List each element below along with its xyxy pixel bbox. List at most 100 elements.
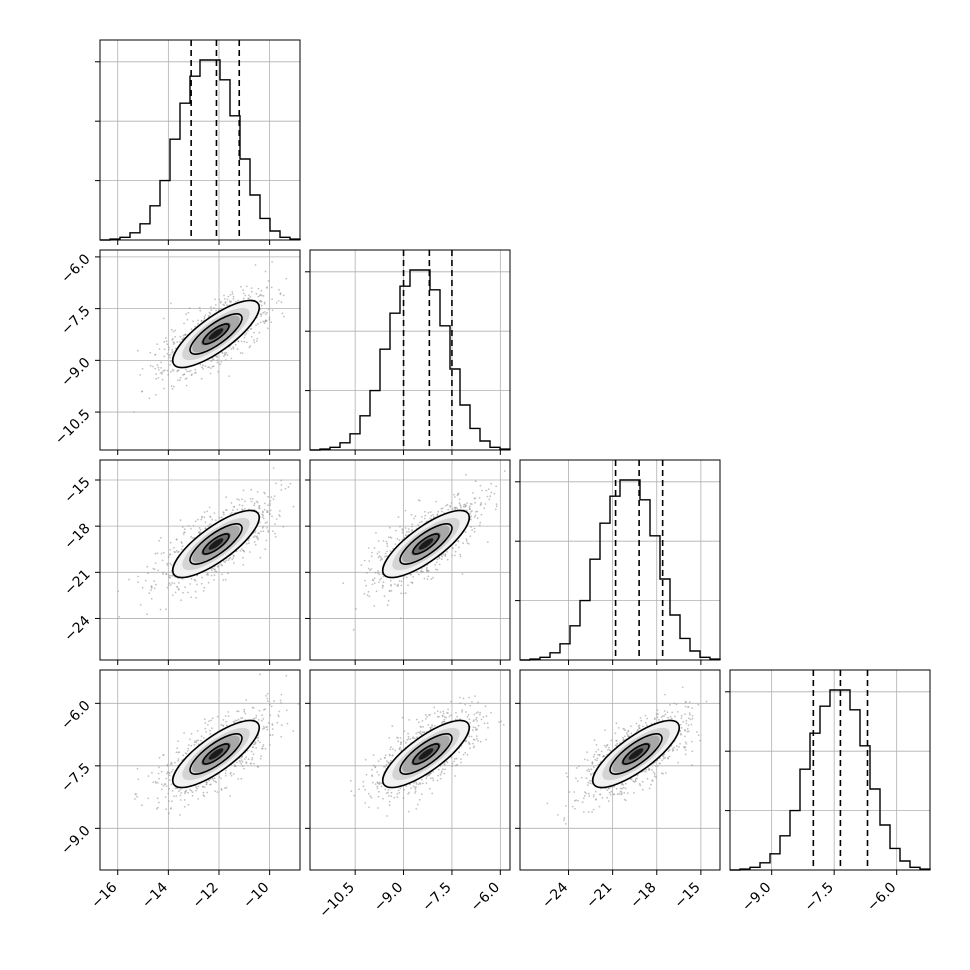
scatter-point bbox=[275, 482, 277, 485]
scatter-point bbox=[471, 701, 473, 703]
scatter-point bbox=[398, 539, 401, 541]
scatter-point bbox=[241, 765, 244, 767]
scatter-point bbox=[418, 731, 421, 734]
scatter-point bbox=[257, 719, 260, 721]
scatter-point bbox=[232, 295, 235, 298]
scatter-point bbox=[169, 356, 172, 359]
scatter-point bbox=[190, 527, 192, 530]
scatter-point bbox=[237, 299, 240, 302]
scatter-point bbox=[263, 311, 266, 313]
scatter-point bbox=[204, 365, 207, 368]
scatter-point bbox=[210, 309, 213, 311]
scatter-point bbox=[250, 500, 253, 503]
scatter-point bbox=[368, 560, 371, 562]
scatter-point bbox=[490, 482, 493, 485]
scatter-point bbox=[278, 514, 280, 516]
scatter-point bbox=[463, 504, 465, 506]
scatter-point bbox=[168, 812, 170, 815]
x-tick-label: −10 bbox=[240, 880, 272, 912]
scatter-point bbox=[168, 582, 171, 585]
scatter-point bbox=[197, 322, 199, 325]
scatter-point bbox=[244, 500, 246, 503]
scatter-point bbox=[479, 521, 482, 524]
scatter-point bbox=[203, 718, 206, 721]
scatter-point bbox=[144, 579, 147, 582]
scatter-point bbox=[486, 541, 489, 543]
histogram-step bbox=[310, 269, 511, 451]
scatter-point bbox=[229, 795, 231, 797]
scatter-point bbox=[404, 527, 407, 529]
scatter-point bbox=[433, 712, 436, 715]
scatter-point bbox=[231, 293, 234, 295]
scatter-point bbox=[498, 721, 500, 723]
scatter-point bbox=[267, 504, 269, 507]
scatter-point bbox=[590, 773, 592, 776]
scatter-point bbox=[175, 795, 178, 797]
scatter-point bbox=[473, 713, 476, 716]
scatter-point bbox=[407, 528, 410, 530]
scatter-point bbox=[418, 721, 420, 724]
scatter-point bbox=[169, 364, 172, 366]
scatter-point bbox=[424, 514, 427, 517]
scatter-point bbox=[245, 699, 248, 701]
scatter-point bbox=[480, 718, 483, 721]
scatter-point bbox=[167, 556, 170, 558]
contour-line bbox=[399, 523, 453, 565]
panel-frame bbox=[309, 459, 511, 661]
scatter-point bbox=[172, 343, 175, 345]
scatter-point bbox=[256, 737, 259, 740]
scatter-point bbox=[439, 773, 442, 776]
scatter-point bbox=[167, 584, 170, 586]
scatter-point bbox=[688, 717, 690, 720]
scatter-point bbox=[477, 740, 479, 742]
scatter-point bbox=[411, 525, 413, 528]
scatter-point bbox=[280, 724, 283, 726]
scatter-point bbox=[158, 801, 160, 804]
scatter-point bbox=[392, 547, 394, 550]
scatter-point bbox=[475, 712, 478, 714]
scatter-point bbox=[474, 480, 477, 483]
panel-frame bbox=[99, 249, 301, 451]
scatter-point bbox=[388, 526, 391, 529]
scatter-point bbox=[234, 343, 237, 346]
scatter-point bbox=[233, 555, 236, 557]
scatter-point bbox=[379, 559, 382, 561]
scatter-point bbox=[244, 712, 247, 715]
scatter-point bbox=[428, 787, 431, 790]
scatter-point bbox=[244, 507, 246, 510]
scatter-point bbox=[221, 351, 223, 354]
scatter-point bbox=[213, 777, 216, 780]
scatter-point bbox=[141, 367, 144, 370]
scatter-point bbox=[180, 599, 183, 602]
scatter-point bbox=[393, 583, 396, 585]
scatter-point bbox=[399, 525, 401, 528]
scatter-point bbox=[156, 807, 158, 810]
scatter-point bbox=[206, 510, 209, 513]
scatter-point bbox=[240, 340, 243, 343]
scatter-point bbox=[408, 719, 411, 721]
scatter-point bbox=[429, 727, 432, 730]
scatter-point bbox=[479, 711, 482, 714]
contour-line bbox=[171, 719, 261, 789]
scatter-point bbox=[382, 584, 384, 587]
scatter-point bbox=[242, 549, 245, 552]
scatter-point bbox=[212, 779, 215, 782]
scatter-point bbox=[183, 373, 186, 376]
scatter-point bbox=[208, 779, 211, 782]
scatter-point bbox=[466, 542, 469, 544]
scatter-point bbox=[436, 513, 439, 516]
scatter-point bbox=[437, 510, 440, 513]
scatter-point bbox=[472, 729, 474, 732]
scatter-point bbox=[202, 364, 204, 367]
scatter-point bbox=[174, 335, 177, 338]
scatter-point bbox=[174, 761, 176, 764]
scatter-point bbox=[414, 515, 417, 518]
scatter-point bbox=[374, 783, 377, 785]
scatter-point bbox=[228, 557, 231, 560]
panel-frame bbox=[99, 459, 301, 661]
scatter-point bbox=[251, 758, 253, 761]
scatter-point bbox=[203, 316, 206, 318]
scatter-point bbox=[676, 748, 678, 751]
scatter-point bbox=[407, 810, 410, 813]
scatter-point bbox=[592, 794, 595, 796]
